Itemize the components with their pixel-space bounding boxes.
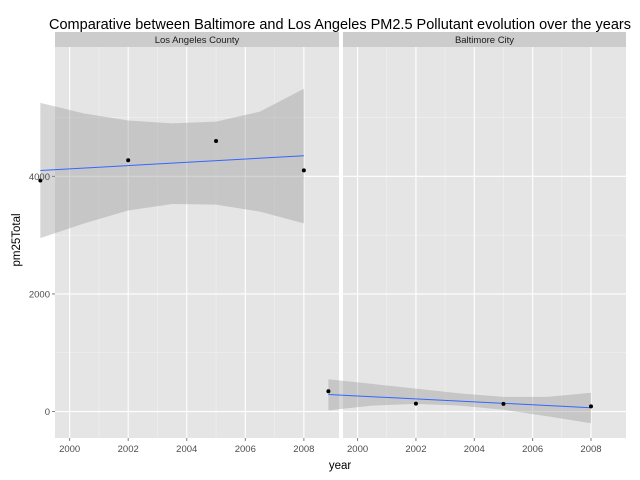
panel-background — [55, 47, 339, 438]
data-point — [501, 401, 506, 406]
y-tick-label: 0 — [45, 407, 50, 418]
x-tick-label: 2006 — [522, 444, 543, 455]
x-tick-label: 2008 — [580, 444, 601, 455]
facet-strip-label: Baltimore City — [455, 35, 514, 46]
x-tick-label: 2000 — [59, 444, 80, 455]
data-point — [326, 389, 331, 394]
x-tick-label: 2004 — [464, 444, 485, 455]
x-tick-label: 2008 — [293, 444, 314, 455]
x-tick-label: 2002 — [118, 444, 139, 455]
facet-strip-label: Los Angeles County — [155, 35, 240, 46]
data-point — [126, 158, 131, 163]
trend-line — [40, 155, 304, 171]
panel-background — [343, 47, 626, 438]
y-tick-label: 2000 — [29, 289, 50, 300]
x-tick-label: 2006 — [235, 444, 256, 455]
x-tick-label: 2004 — [176, 444, 197, 455]
trend-line — [328, 393, 592, 409]
data-point — [214, 139, 219, 144]
y-axis-label: pm25Total — [11, 213, 23, 266]
data-point — [38, 178, 43, 183]
facet-strip — [55, 32, 339, 47]
chart-title: Comparative between Baltimore and Los An… — [49, 17, 631, 33]
data-point — [413, 401, 418, 406]
data-point — [301, 168, 306, 173]
data-point — [588, 404, 593, 409]
x-axis-label: year — [329, 460, 352, 472]
y-tick-label: 4000 — [29, 172, 50, 183]
facet-strip — [343, 32, 626, 47]
x-tick-label: 2002 — [405, 444, 426, 455]
x-tick-label: 2000 — [347, 444, 368, 455]
